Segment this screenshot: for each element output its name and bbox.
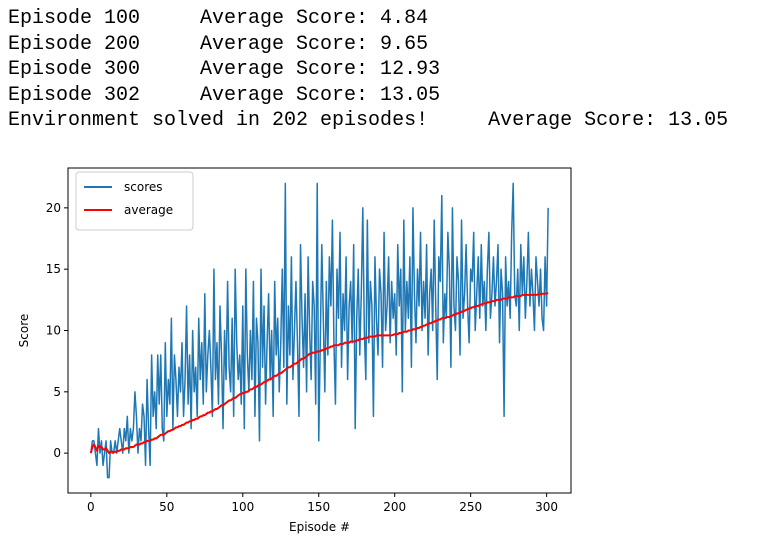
- output-line: Episode 300 Average Score: 12.93: [8, 58, 441, 81]
- x-tick-label: 100: [231, 500, 254, 514]
- x-tick-label: 250: [459, 500, 482, 514]
- legend-label: average: [124, 203, 173, 217]
- y-tick-label: 0: [53, 446, 61, 460]
- y-tick-label: 5: [53, 385, 61, 399]
- x-axis-label: Episode #: [289, 520, 350, 534]
- output-line: Episode 200 Average Score: 9.65: [8, 32, 429, 56]
- y-tick-label: 10: [46, 324, 61, 338]
- x-tick-label: 50: [159, 500, 174, 514]
- output-line: Environment solved in 202 episodes! Aver…: [8, 109, 729, 132]
- output-line: Episode 100 Average Score: 4.84: [8, 7, 429, 30]
- legend-label: scores: [124, 180, 163, 194]
- series-line: [90, 182, 549, 479]
- series-line: [89, 292, 549, 455]
- output-line: Episode 302 Average Score: 13.05: [8, 83, 441, 107]
- x-tick-label: 150: [307, 500, 330, 514]
- y-tick-label: 20: [46, 201, 61, 215]
- x-tick-label: 300: [535, 500, 558, 514]
- y-tick-label: 15: [46, 262, 61, 276]
- cell-output: Episode 100 Average Score: 4.84 Episode 2…: [8, 6, 728, 134]
- x-tick-label: 200: [383, 500, 406, 514]
- y-axis-label: Score: [17, 314, 31, 348]
- x-tick-label: 0: [87, 500, 95, 514]
- axes-frame: [67, 167, 572, 494]
